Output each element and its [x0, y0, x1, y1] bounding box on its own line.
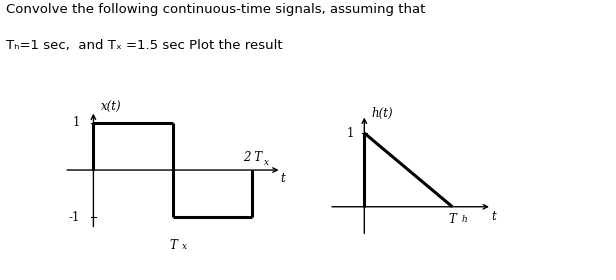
Text: T: T [169, 239, 177, 252]
Text: -1: -1 [69, 211, 80, 224]
Text: x: x [264, 158, 269, 167]
Text: Convolve the following continuous-time signals, assuming that: Convolve the following continuous-time s… [6, 3, 426, 16]
Text: t: t [281, 172, 286, 185]
Text: h: h [462, 215, 468, 224]
Text: 1: 1 [346, 127, 354, 139]
Text: x: x [182, 242, 188, 251]
Text: t: t [492, 211, 496, 223]
Text: h(t): h(t) [371, 107, 393, 120]
Text: T: T [448, 213, 456, 226]
Text: 1: 1 [73, 116, 80, 129]
Text: Tₕ=1 sec,  and Tₓ =1.5 sec Plot the result: Tₕ=1 sec, and Tₓ =1.5 sec Plot the resul… [6, 39, 283, 52]
Text: x(t): x(t) [102, 101, 122, 114]
Text: 2 T: 2 T [243, 151, 262, 164]
